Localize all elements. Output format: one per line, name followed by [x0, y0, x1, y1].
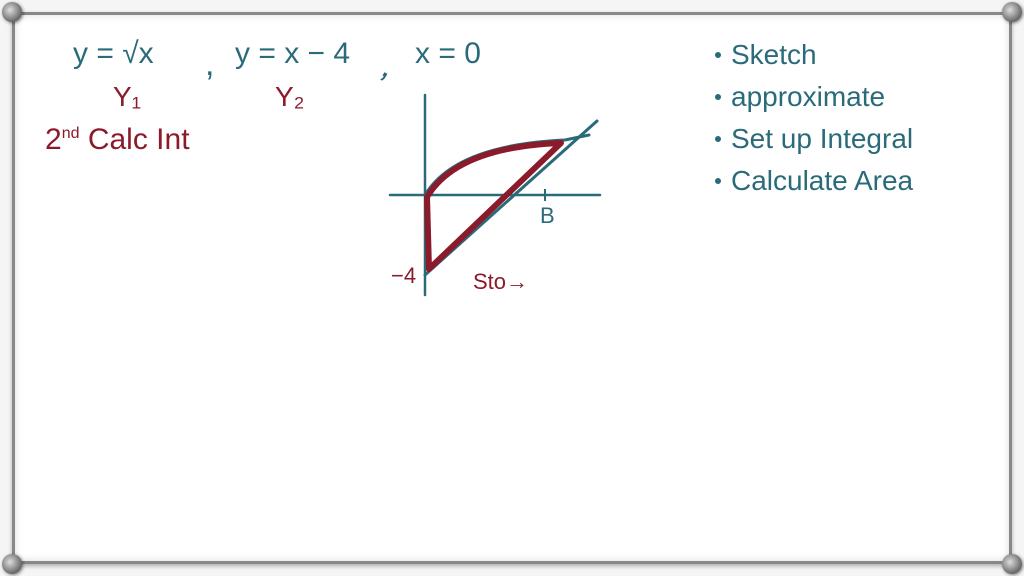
bullet-item-calculate-area: Calculate Area	[715, 165, 913, 197]
eq1-text: y = √x	[73, 37, 154, 70]
bullet-item-setup-integral: Set up Integral	[715, 123, 913, 155]
whiteboard: y = √x , y = x − 4 , x = 0 Y₁ Y₂ 2nd Cal…	[12, 12, 1012, 564]
equation-3: x = 0	[415, 37, 481, 71]
label-neg4: −4	[391, 263, 416, 289]
corner-bolt-icon	[1002, 2, 1022, 22]
bullet-label: Set up Integral	[731, 123, 913, 155]
equation-2: y = x − 4	[235, 37, 350, 71]
corner-bolt-icon	[2, 2, 22, 22]
bullet-label: Calculate Area	[731, 165, 913, 197]
label-sto: Sto→	[473, 269, 528, 295]
eq2-text: y = x − 4	[235, 37, 350, 70]
sep-1: ,	[205, 45, 214, 84]
bullet-item-approximate: approximate	[715, 81, 885, 113]
bullet-dot-icon	[715, 94, 721, 100]
bullet-dot-icon	[715, 52, 721, 58]
label-b: B	[540, 203, 555, 229]
label-y1: Y₁	[113, 81, 141, 113]
calc-instruction: 2nd Calc Int	[45, 123, 190, 157]
corner-bolt-icon	[2, 554, 22, 574]
corner-bolt-icon	[1002, 554, 1022, 574]
bullet-dot-icon	[715, 136, 721, 142]
bullet-dot-icon	[715, 178, 721, 184]
label-y2: Y₂	[275, 81, 305, 113]
sep-2: ,	[375, 45, 405, 86]
sqrt-curve	[425, 135, 589, 195]
bullet-item-sketch: Sketch	[715, 39, 817, 71]
bullet-label: approximate	[731, 81, 885, 113]
sketch-diagram: B −4 Sto→	[365, 85, 625, 315]
eq3-text: x = 0	[415, 37, 481, 70]
bullet-label: Sketch	[731, 39, 817, 71]
equation-1: y = √x	[73, 37, 154, 71]
